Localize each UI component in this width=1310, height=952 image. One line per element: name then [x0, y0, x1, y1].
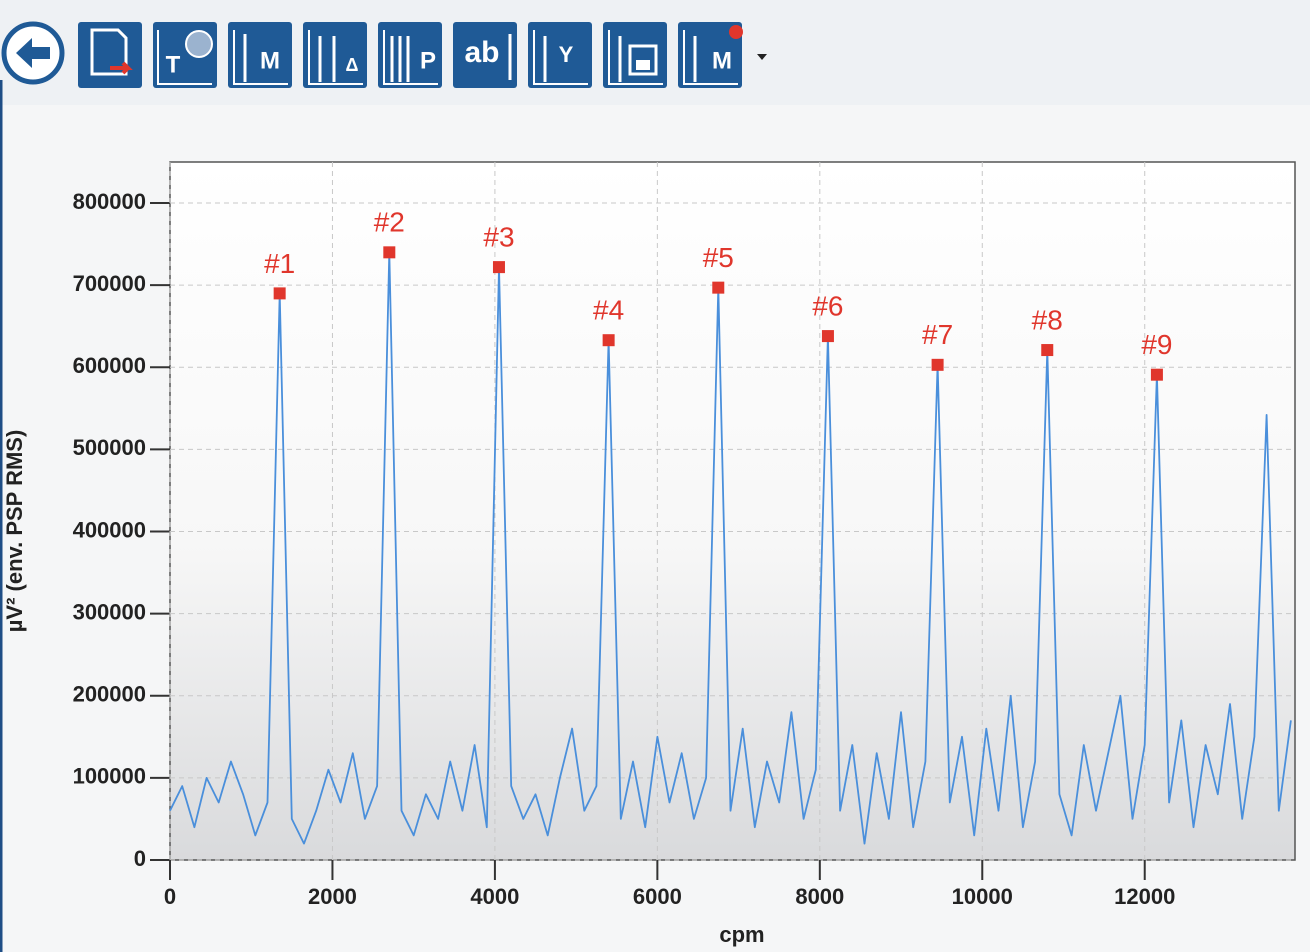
y-tick-label: 500000 [73, 435, 146, 460]
peak-label: #7 [922, 319, 953, 350]
button-label: M [712, 47, 732, 74]
x-tick-label: 4000 [470, 884, 519, 909]
x-axis-label: cpm [719, 922, 764, 947]
plot: #1 #2 #3 #4 #5 #6 #7 #8 #9 [169, 207, 1292, 845]
peak-marker [273, 287, 286, 300]
peak-marker [383, 246, 396, 259]
grid: 0100000200000300000400000500000600000700… [73, 162, 1295, 909]
peak-label: #6 [812, 290, 843, 321]
remove-marker-button[interactable]: M [678, 22, 743, 88]
spectrum-line [169, 251, 1292, 845]
peak-marker [1150, 368, 1163, 381]
peak-marker [712, 281, 725, 294]
x-tick-label: 0 [164, 884, 176, 909]
doc-button[interactable] [78, 22, 142, 88]
y-axis-label: µV² (env. PSP RMS) [2, 430, 27, 633]
peak-marker [492, 261, 505, 274]
button-label: ab [464, 36, 499, 69]
button-label: T [166, 51, 181, 78]
button-label: Y [559, 42, 574, 67]
y-button[interactable]: Y [528, 22, 592, 88]
plot-area [169, 161, 1296, 861]
peak-marker [931, 358, 944, 371]
delta-button[interactable]: Δ [303, 22, 367, 88]
peak-label: #1 [264, 248, 295, 279]
peak-label: #5 [703, 242, 734, 273]
y-tick-label: 400000 [73, 517, 146, 542]
y-tick-label: 200000 [73, 682, 146, 707]
save-button[interactable] [603, 22, 667, 88]
y-tick-label: 600000 [73, 353, 146, 378]
title-button[interactable]: T [153, 22, 217, 88]
y-tick-label: 0 [134, 846, 146, 871]
y-tick-label: 800000 [73, 189, 146, 214]
peak-label: #8 [1032, 304, 1063, 335]
peak-marker [821, 330, 834, 343]
x-tick-label: 2000 [308, 884, 357, 909]
x-tick-label: 12000 [1114, 884, 1175, 909]
peak-marker [602, 334, 615, 347]
button-label: Δ [346, 55, 359, 75]
dropdown-arrow[interactable] [757, 54, 767, 60]
y-tick-label: 100000 [73, 764, 146, 789]
back-button[interactable] [1, 21, 65, 85]
peak-label: #9 [1141, 329, 1172, 360]
peak-label: #4 [593, 295, 624, 326]
y-tick-label: 300000 [73, 599, 146, 624]
marker-button[interactable]: M [228, 22, 292, 88]
peak-label: #2 [374, 207, 405, 238]
button-label: P [420, 47, 436, 74]
peak-button[interactable]: P [378, 22, 442, 88]
y-tick-label: 700000 [73, 271, 146, 296]
peak-label: #3 [483, 222, 514, 253]
button-label: M [260, 47, 280, 74]
x-tick-label: 6000 [633, 884, 682, 909]
x-tick-label: 10000 [952, 884, 1013, 909]
x-tick-label: 8000 [795, 884, 844, 909]
peak-marker [1041, 344, 1054, 357]
text-button[interactable]: ab [453, 22, 517, 88]
